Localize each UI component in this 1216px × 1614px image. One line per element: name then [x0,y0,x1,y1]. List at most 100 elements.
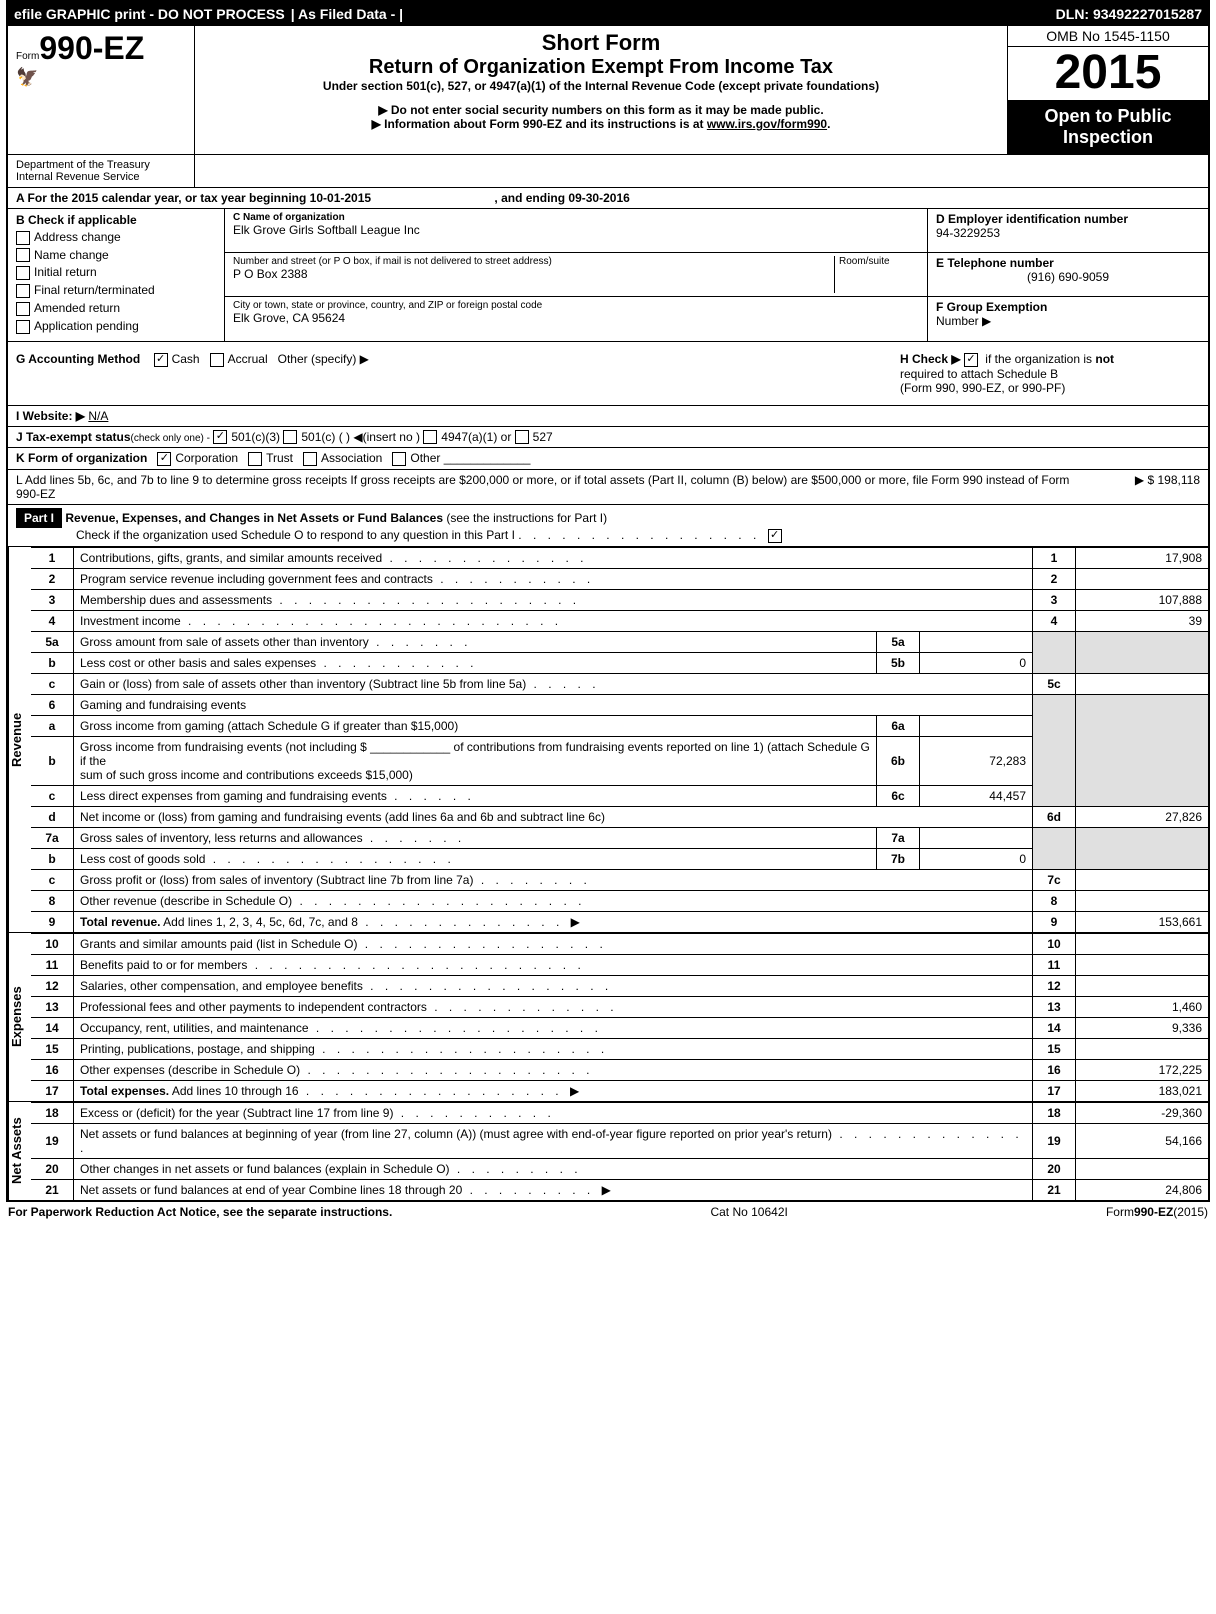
header-right: OMB No 1545-1150 2015 Open to Public Ins… [1007,26,1208,154]
netassets-section: Net Assets 18 Excess or (deficit) for th… [8,1102,1208,1200]
checkbox-other-org[interactable] [392,452,406,466]
footer: For Paperwork Reduction Act Notice, see … [0,1202,1216,1222]
line-6a: a Gross income from gaming (attach Sched… [31,716,1208,737]
section-j: J Tax-exempt status(check only one) - ✓5… [8,427,1208,449]
checkbox-501c[interactable] [283,430,297,444]
org-info-block: B Check if applicable Address change Nam… [8,209,1208,342]
line-7b: b Less cost of goods sold . . . . . . . … [31,849,1208,870]
checkbox-list: Address change Name change Initial retur… [16,230,216,334]
checkbox-application-pending[interactable] [16,320,30,334]
section-h: H Check ▶ ✓ if the organization is not r… [900,352,1200,395]
line-6d: d Net income or (loss) from gaming and f… [31,807,1208,828]
netassets-table: 18 Excess or (deficit) for the year (Sub… [31,1102,1208,1200]
addr-value: P O Box 2388 [233,267,834,281]
line-21: 21 Net assets or fund balances at end of… [31,1180,1208,1201]
line-5b: b Less cost or other basis and sales exp… [31,653,1208,674]
section-g: G Accounting Method ✓Cash Accrual Other … [16,352,369,395]
checkbox-4947[interactable] [423,430,437,444]
city-label: City or town, state or province, country… [233,300,919,311]
line-19: 19 Net assets or fund balances at beginn… [31,1124,1208,1159]
top-bar-left: efile GRAPHIC print - DO NOT PROCESS | A… [14,6,403,22]
section-l-amount: ▶ $ 198,118 [1080,473,1200,501]
org-name-value: Elk Grove Girls Softball League Inc [233,223,919,237]
section-b-label: B Check if applicable [16,213,216,227]
open-to-public: Open to Public Inspection [1008,100,1208,154]
section-g-h: G Accounting Method ✓Cash Accrual Other … [8,342,1208,406]
efile-label: efile GRAPHIC print - DO NOT PROCESS [14,6,285,22]
checkbox-association[interactable] [303,452,317,466]
checkbox-final-return[interactable] [16,284,30,298]
checkbox-schedule-b[interactable]: ✓ [964,353,978,367]
form-header: Form990-EZ 🦅 Short Form Return of Organi… [8,26,1208,155]
line-12: 12 Salaries, other compensation, and emp… [31,976,1208,997]
form-990ez: efile GRAPHIC print - DO NOT PROCESS | A… [6,0,1210,1202]
section-k: K Form of organization ✓Corporation Trus… [8,448,1208,470]
asfiled-label: | As Filed Data - | [291,6,403,22]
header-left: Form990-EZ 🦅 [8,26,195,154]
irs-eagle-icon: 🦅 [16,67,186,88]
checkbox-name-change[interactable] [16,248,30,262]
revenue-section: Revenue 1 Contributions, gifts, grants, … [8,547,1208,933]
checkbox-trust[interactable] [248,452,262,466]
form-title: Return of Organization Exempt From Incom… [203,56,999,79]
city-value: Elk Grove, CA 95624 [233,311,919,325]
group-exemption-label: F Group Exemption [936,300,1047,314]
section-l-text: L Add lines 5b, 6c, and 7b to line 9 to … [16,473,1080,501]
netassets-label: Net Assets [8,1102,31,1200]
section-a: A For the 2015 calendar year, or tax yea… [8,188,1208,209]
line-16: 16 Other expenses (describe in Schedule … [31,1060,1208,1081]
line-7a: 7a Gross sales of inventory, less return… [31,828,1208,849]
checkbox-accrual[interactable] [210,353,224,367]
part1-subtitle: (see the instructions for Part I) [446,511,607,525]
phone-label: E Telephone number [936,256,1200,270]
checkbox-initial-return[interactable] [16,266,30,280]
form-prefix: Form [16,51,39,62]
top-bar: efile GRAPHIC print - DO NOT PROCESS | A… [8,2,1208,26]
checkbox-cash[interactable]: ✓ [154,353,168,367]
phone-value: (916) 690-9059 [936,270,1200,284]
line-11: 11 Benefits paid to or for members . . .… [31,955,1208,976]
form-subtitle: Under section 501(c), 527, or 4947(a)(1)… [203,79,999,93]
section-i: I Website: ▶ N/A [8,406,1208,427]
line-3: 3 Membership dues and assessments . . . … [31,590,1208,611]
omb-number: OMB No 1545-1150 [1008,26,1208,47]
expenses-table: 10 Grants and similar amounts paid (list… [31,933,1208,1101]
line-2: 2 Program service revenue including gove… [31,569,1208,590]
header-center: Short Form Return of Organization Exempt… [195,26,1007,154]
section-c: C Name of organization Elk Grove Girls S… [225,209,927,341]
line-5a: 5a Gross amount from sale of assets othe… [31,632,1208,653]
line-1: 1 Contributions, gifts, grants, and simi… [31,548,1208,569]
dept-row: Department of the Treasury Internal Reve… [8,155,1208,188]
footer-left: For Paperwork Reduction Act Notice, see … [8,1205,392,1219]
checkbox-501c3[interactable]: ✓ [213,430,227,444]
line-13: 13 Professional fees and other payments … [31,997,1208,1018]
line-18: 18 Excess or (deficit) for the year (Sub… [31,1103,1208,1124]
section-l: L Add lines 5b, 6c, and 7b to line 9 to … [8,470,1208,505]
org-right: D Employer identification number 94-3229… [927,209,1208,341]
irs-link[interactable]: www.irs.gov/form990 [707,117,827,131]
section-b: B Check if applicable Address change Nam… [8,209,225,341]
checkbox-address-change[interactable] [16,231,30,245]
checkbox-schedule-o[interactable]: ✓ [768,529,782,543]
addr-label: Number and street (or P O box, if mail i… [233,256,834,267]
line-6c: c Less direct expenses from gaming and f… [31,786,1208,807]
expenses-section: Expenses 10 Grants and similar amounts p… [8,933,1208,1102]
part1-header: Part I Revenue, Expenses, and Changes in… [8,505,1208,547]
line-15: 15 Printing, publications, postage, and … [31,1039,1208,1060]
footer-center: Cat No 10642I [710,1205,787,1219]
checkbox-amended-return[interactable] [16,302,30,316]
revenue-label: Revenue [8,547,31,932]
part1-check-line: Check if the organization used Schedule … [76,528,515,542]
line-6b: b Gross income from fundraising events (… [31,737,1208,786]
line-6: 6 Gaming and fundraising events [31,695,1208,716]
checkbox-corporation[interactable]: ✓ [157,452,171,466]
part1-label: Part I [16,508,62,528]
bullet2: ▶ Information about Form 990-EZ and its … [203,117,999,131]
tax-year: 2015 [1008,47,1208,100]
group-exemption-number-label: Number ▶ [936,314,991,328]
line-9: 9 Total revenue. Add lines 1, 2, 3, 4, 5… [31,912,1208,933]
line-5c: c Gain or (loss) from sale of assets oth… [31,674,1208,695]
checkbox-527[interactable] [515,430,529,444]
short-form-title: Short Form [203,30,999,56]
website-value: N/A [88,409,108,423]
